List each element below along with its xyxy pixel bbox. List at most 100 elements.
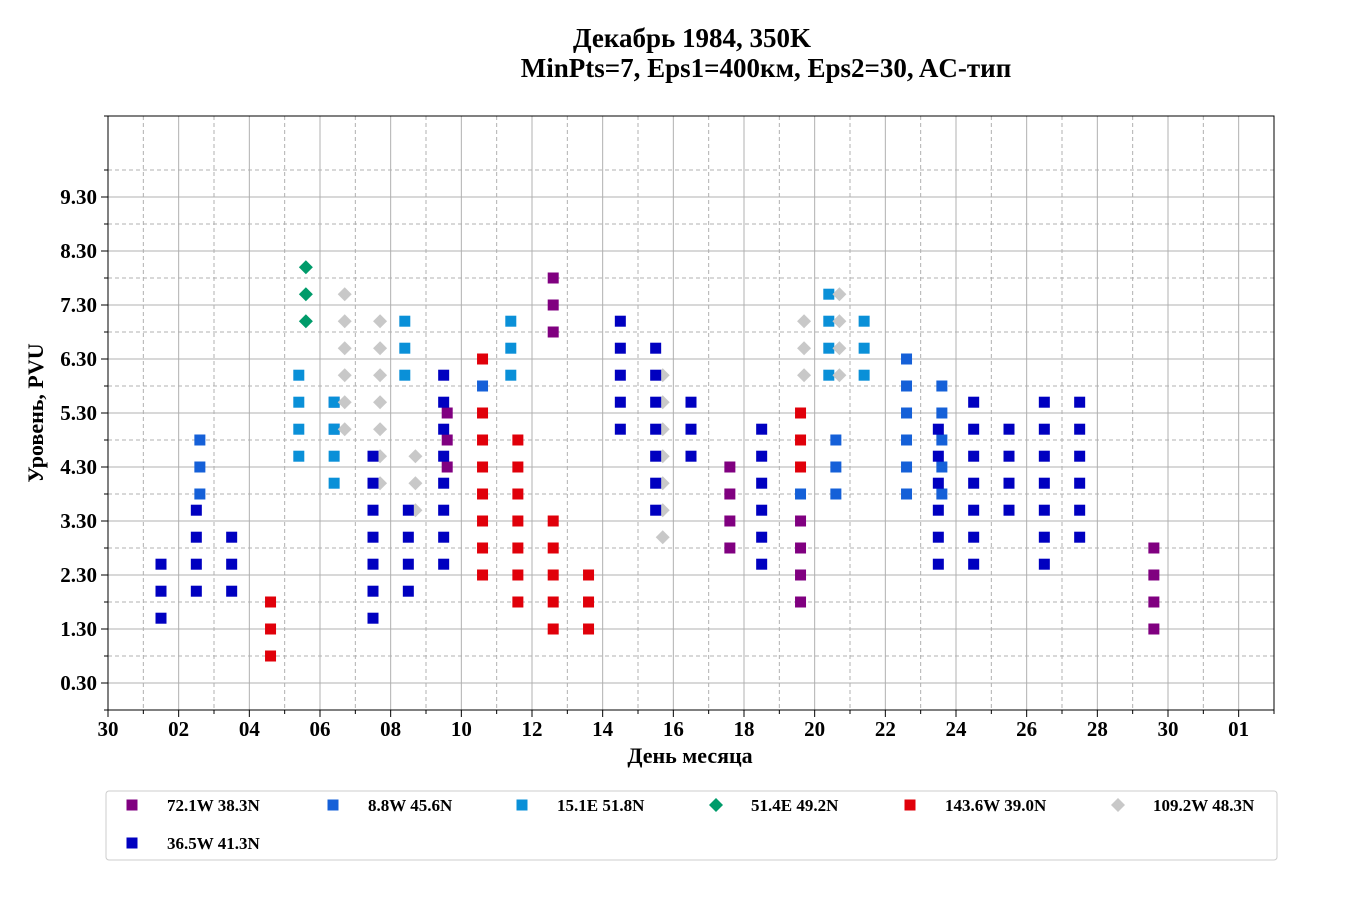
data-point	[795, 407, 807, 419]
data-point	[367, 612, 379, 624]
data-point	[1074, 396, 1086, 408]
data-point	[512, 596, 524, 608]
x-tick-label: 12	[522, 717, 543, 741]
data-point	[367, 558, 379, 570]
data-point	[1038, 450, 1050, 462]
data-point	[328, 450, 340, 462]
data-point	[438, 558, 450, 570]
data-point	[298, 287, 313, 302]
data-point	[328, 477, 340, 489]
data-point	[968, 504, 980, 516]
x-tick-label: 16	[663, 717, 684, 741]
data-point	[477, 488, 489, 500]
data-point	[650, 477, 662, 489]
data-point	[293, 423, 305, 435]
data-point	[512, 461, 524, 473]
data-point	[477, 434, 489, 446]
data-point	[650, 450, 662, 462]
data-point	[373, 314, 388, 329]
x-tick-label: 08	[380, 717, 401, 741]
legend-marker	[709, 798, 723, 812]
data-point	[650, 369, 662, 381]
y-tick-label: 2.30	[60, 563, 97, 587]
data-point	[795, 434, 807, 446]
data-point	[901, 407, 913, 419]
data-point	[795, 488, 807, 500]
data-point	[194, 488, 206, 500]
data-point	[337, 368, 352, 383]
data-point	[265, 623, 277, 635]
data-point	[194, 434, 206, 446]
data-point	[328, 396, 340, 408]
data-point	[823, 288, 835, 300]
data-point	[901, 461, 913, 473]
data-point	[367, 531, 379, 543]
data-point	[512, 488, 524, 500]
data-point	[650, 396, 662, 408]
data-point	[1038, 504, 1050, 516]
data-point	[367, 504, 379, 516]
data-point	[655, 530, 670, 545]
data-point	[795, 542, 807, 554]
data-point	[832, 287, 847, 302]
data-point	[441, 461, 453, 473]
data-point	[614, 342, 626, 354]
x-tick-label: 20	[804, 717, 825, 741]
data-point	[685, 450, 697, 462]
data-point	[968, 396, 980, 408]
data-point	[724, 461, 736, 473]
legend-label: 51.4E 49.2N	[751, 796, 839, 815]
data-point	[373, 395, 388, 410]
y-tick-label: 4.30	[60, 455, 97, 479]
data-point	[1148, 542, 1160, 554]
data-point	[1038, 531, 1050, 543]
data-point	[650, 423, 662, 435]
data-point	[1074, 504, 1086, 516]
data-point	[477, 461, 489, 473]
data-point	[1003, 450, 1015, 462]
data-point	[477, 542, 489, 554]
y-tick-label: 7.30	[60, 293, 97, 317]
data-point	[367, 450, 379, 462]
data-point	[830, 461, 842, 473]
legend-box	[105, 790, 1278, 861]
data-point	[1003, 477, 1015, 489]
data-point	[373, 341, 388, 356]
data-point	[795, 596, 807, 608]
data-point	[438, 423, 450, 435]
data-point	[337, 395, 352, 410]
data-point	[583, 623, 595, 635]
x-tick-label: 24	[946, 717, 968, 741]
x-tick-label: 10	[451, 717, 472, 741]
data-point	[373, 422, 388, 437]
data-point	[968, 423, 980, 435]
data-point	[901, 353, 913, 365]
data-point	[932, 450, 944, 462]
data-point	[936, 434, 948, 446]
data-point	[293, 369, 305, 381]
data-point	[1038, 477, 1050, 489]
data-point	[547, 515, 559, 527]
data-point	[155, 612, 167, 624]
data-point	[583, 596, 595, 608]
x-tick-label: 30	[1158, 717, 1179, 741]
data-point	[614, 423, 626, 435]
data-point	[756, 531, 768, 543]
data-point	[932, 477, 944, 489]
data-point	[823, 369, 835, 381]
data-point	[438, 369, 450, 381]
data-point	[505, 342, 517, 354]
legend-label: 36.5W 41.3N	[167, 834, 260, 853]
data-point	[583, 569, 595, 581]
data-point	[685, 396, 697, 408]
data-point	[547, 542, 559, 554]
data-point	[968, 558, 980, 570]
data-point	[795, 569, 807, 581]
data-point	[1038, 423, 1050, 435]
data-point	[399, 369, 411, 381]
x-tick-label: 18	[734, 717, 755, 741]
y-axis-label: Уровень, PVU	[23, 343, 48, 482]
data-point	[477, 515, 489, 527]
data-point	[408, 476, 423, 491]
legend-label: 8.8W 45.6N	[368, 796, 453, 815]
